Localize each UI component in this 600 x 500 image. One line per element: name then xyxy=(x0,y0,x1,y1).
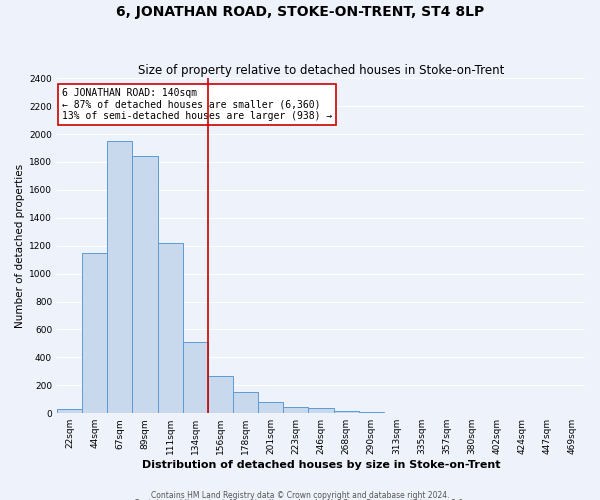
Bar xyxy=(258,402,283,413)
Bar xyxy=(133,156,158,413)
Text: 6, JONATHAN ROAD, STOKE-ON-TRENT, ST4 8LP: 6, JONATHAN ROAD, STOKE-ON-TRENT, ST4 8L… xyxy=(116,5,484,19)
Text: Contains public sector information licensed under the Open Government Licence v3: Contains public sector information licen… xyxy=(134,499,466,500)
Bar xyxy=(107,141,133,413)
Bar xyxy=(283,407,308,413)
Y-axis label: Number of detached properties: Number of detached properties xyxy=(15,164,25,328)
Bar xyxy=(233,392,258,413)
Bar xyxy=(82,252,107,413)
X-axis label: Distribution of detached houses by size in Stoke-on-Trent: Distribution of detached houses by size … xyxy=(142,460,500,470)
Bar xyxy=(359,412,384,413)
Text: 6 JONATHAN ROAD: 140sqm
← 87% of detached houses are smaller (6,360)
13% of semi: 6 JONATHAN ROAD: 140sqm ← 87% of detache… xyxy=(62,88,332,122)
Bar xyxy=(158,243,183,413)
Bar xyxy=(183,342,208,413)
Bar xyxy=(334,410,359,413)
Bar xyxy=(208,376,233,413)
Text: Contains HM Land Registry data © Crown copyright and database right 2024.: Contains HM Land Registry data © Crown c… xyxy=(151,490,449,500)
Bar xyxy=(57,409,82,413)
Title: Size of property relative to detached houses in Stoke-on-Trent: Size of property relative to detached ho… xyxy=(138,64,504,77)
Bar xyxy=(409,412,434,413)
Bar xyxy=(384,412,409,413)
Bar xyxy=(308,408,334,413)
